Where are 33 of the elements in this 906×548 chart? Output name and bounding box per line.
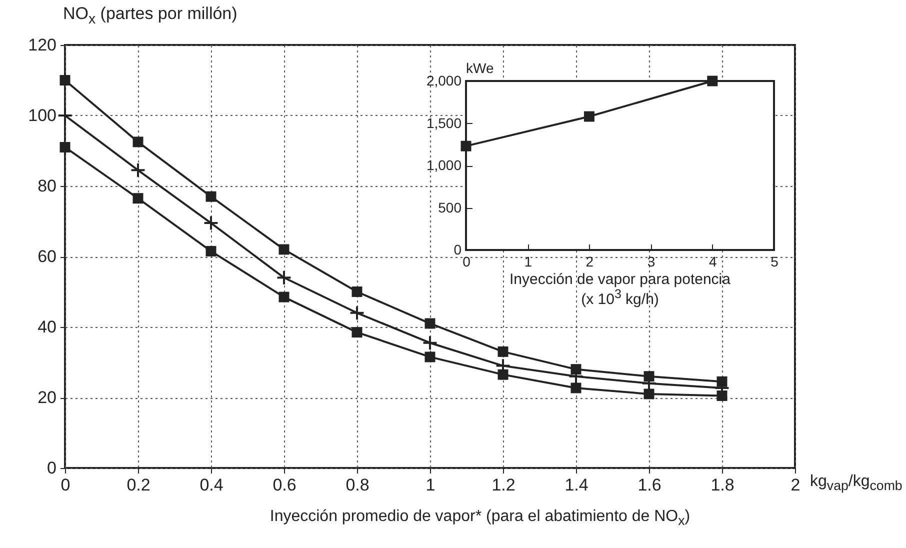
- x-tick-label: 1: [524, 254, 532, 270]
- y-tick-label: 60: [38, 247, 56, 266]
- y-axis-title: NO$_{x}$ (partes por millón): [63, 4, 238, 28]
- x-tick-label: 2: [790, 476, 800, 494]
- x-tick-label: 3: [647, 254, 656, 270]
- x-tick-label: 0.4: [200, 476, 224, 494]
- x-tick-label: 1.6: [638, 476, 662, 494]
- x-axis-title: Inyección de vapor para potencia (x 10$^{3}$ kg/h): [508, 271, 732, 308]
- y-tick-label: 100: [28, 106, 56, 125]
- y-tick-label: 120: [28, 36, 56, 54]
- y-tick-label: 2,000: [426, 72, 462, 88]
- x-tick-label: 0.2: [126, 476, 150, 494]
- x-tick-label: 4: [709, 254, 717, 270]
- y-tick-label: 0: [454, 242, 462, 258]
- x-tick-label: 1.2: [492, 476, 516, 494]
- x-tick-label: 1.4: [564, 476, 588, 494]
- x-tick-label: 5: [770, 254, 779, 270]
- x-tick-label: 2: [586, 254, 594, 270]
- y-axis-title: kWe: [466, 60, 494, 76]
- y-tick-label: 0: [47, 458, 56, 478]
- x-tick-label: 1.8: [710, 476, 734, 494]
- y-tick-label: 500: [438, 199, 462, 216]
- y-tick-label: 40: [38, 318, 56, 336]
- y-tick-label: 1,500: [426, 114, 462, 131]
- x-tick-label: 0: [60, 476, 70, 494]
- x-tick-label: 0.6: [272, 476, 296, 494]
- x-tick-label: 0.8: [346, 476, 370, 494]
- x-axis-title: Inyección promedio de vapor* (para el abatimiento de NO$_{x}$): [268, 508, 692, 528]
- text: kg$_{vap}$/kg$_{comb}$: [810, 473, 902, 494]
- y-tick-label: 80: [38, 176, 56, 196]
- y-tick-label: 1,000: [426, 157, 462, 173]
- x-tick-label: 1: [426, 476, 436, 494]
- y-tick-label: 20: [38, 388, 56, 407]
